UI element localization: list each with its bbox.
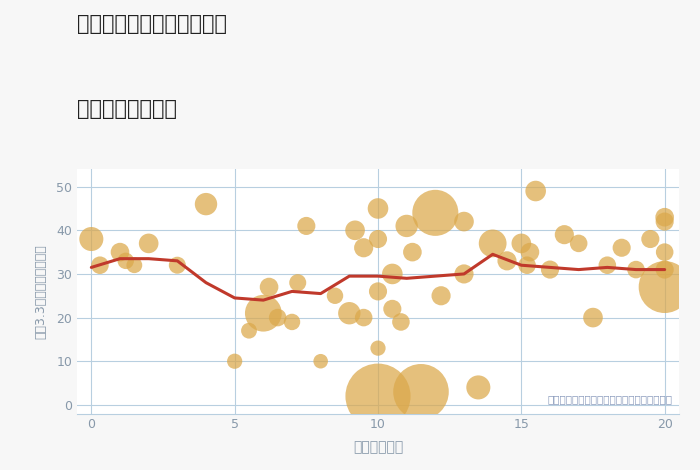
Point [114, 248, 125, 256]
Point [349, 227, 360, 234]
Point [659, 248, 671, 256]
Point [407, 248, 418, 256]
Point [143, 240, 154, 247]
Point [645, 235, 656, 243]
Point [94, 261, 106, 269]
Point [659, 266, 671, 274]
Point [587, 314, 598, 321]
Point [372, 235, 384, 243]
Point [602, 261, 613, 269]
Text: 愛知県知多郡東浦町石浜の: 愛知県知多郡東浦町石浜の [77, 14, 227, 34]
X-axis label: 駅距離（分）: 駅距離（分） [353, 440, 403, 454]
Point [358, 314, 370, 321]
Point [344, 309, 355, 317]
Point [372, 205, 384, 212]
Point [430, 209, 441, 217]
Point [386, 305, 398, 313]
Point [573, 240, 584, 247]
Point [659, 218, 671, 225]
Point [372, 345, 384, 352]
Point [415, 388, 426, 396]
Point [616, 244, 627, 251]
Point [172, 261, 183, 269]
Point [330, 292, 341, 299]
Text: 駅距離別土地価格: 駅距離別土地価格 [77, 99, 177, 119]
Point [372, 392, 384, 400]
Point [530, 187, 541, 195]
Point [386, 270, 398, 278]
Point [315, 358, 326, 365]
Point [473, 384, 484, 391]
Point [120, 257, 132, 265]
Point [435, 292, 447, 299]
Point [458, 218, 470, 225]
Point [292, 279, 303, 286]
Point [659, 213, 671, 221]
Point [631, 266, 642, 274]
Point [545, 266, 556, 274]
Point [358, 244, 370, 251]
Point [272, 314, 284, 321]
Point [244, 327, 255, 335]
Point [286, 318, 297, 326]
Point [401, 222, 412, 230]
Point [129, 261, 140, 269]
Point [516, 240, 527, 247]
Point [258, 309, 269, 317]
Point [501, 257, 512, 265]
Point [559, 231, 570, 238]
Point [522, 261, 533, 269]
Point [263, 283, 274, 291]
Point [487, 240, 498, 247]
Point [659, 283, 671, 291]
Point [395, 318, 407, 326]
Point [301, 222, 312, 230]
Point [372, 288, 384, 295]
Text: 円の大きさは、取引のあった物件面積を示す: 円の大きさは、取引のあった物件面積を示す [548, 394, 673, 404]
Point [85, 235, 97, 243]
Point [200, 200, 211, 208]
Point [229, 358, 240, 365]
Y-axis label: 坪（3.3㎡）単価（万円）: 坪（3.3㎡）単価（万円） [35, 244, 48, 339]
Point [458, 270, 470, 278]
Point [524, 248, 536, 256]
